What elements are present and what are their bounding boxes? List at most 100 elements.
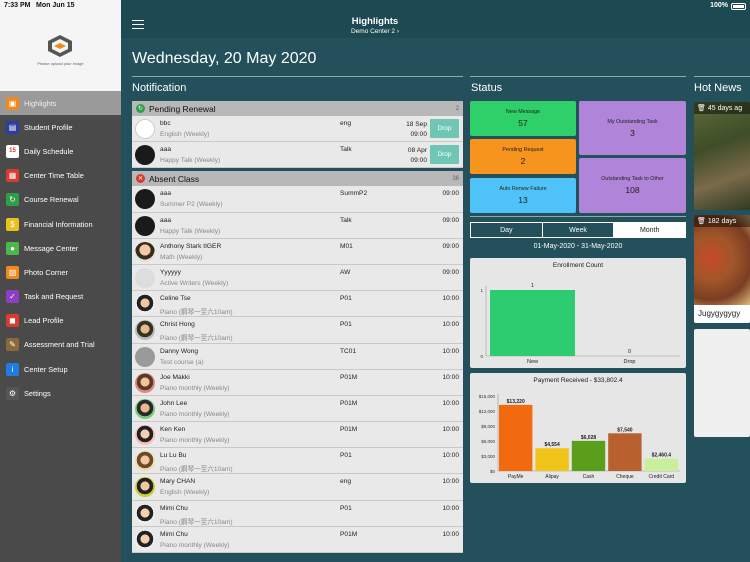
logo-area[interactable]: Please upload your image (0, 0, 121, 91)
table-row[interactable]: Yyyyyy Active Writers (Weekly) AW 09:00 (132, 264, 463, 292)
sidebar-item-label: Center Time Table (24, 171, 84, 181)
avatar (135, 189, 155, 210)
top-header: Highlights Demo Center 2 › (121, 0, 750, 38)
class-code: P01 (340, 452, 352, 460)
avatar (135, 477, 155, 498)
new-message-tile[interactable]: New Message 57 (470, 101, 576, 136)
hot-news-item-1[interactable]: 🗑 45 days ag (694, 102, 750, 210)
enrollment-chart: 0 1 1 New 0 Drop (480, 283, 680, 365)
sidebar-item-highlights[interactable]: ▣ Highlights (0, 91, 121, 116)
avatar (135, 398, 155, 419)
tab-week[interactable]: Week (543, 223, 615, 237)
sidebar-item-student-profile[interactable]: ▤ Student Profile (0, 115, 121, 139)
course-name: Piano monthly (Weekly) (160, 410, 230, 418)
drop-button[interactable]: Drop (430, 145, 459, 165)
time-text: 09:00 (410, 131, 427, 138)
outstanding-task-other-tile[interactable]: Outstanding Task to Other 108 (579, 158, 686, 213)
pending-renewal-header[interactable]: ↻ Pending Renewal 2 (132, 101, 463, 116)
status-bar: 7:33 PM Mon Jun 15 100% (0, 0, 750, 12)
table-row[interactable]: Lu Lu Bu Piano (鋼琴一至六10am) P01 10:00 (132, 448, 463, 475)
drop-button[interactable]: Drop (430, 119, 459, 138)
center-selector[interactable]: Demo Center 2 › (350, 28, 400, 35)
news-caption: Jugygygygy (694, 305, 750, 323)
avatar (135, 320, 155, 341)
sidebar-item-center-time-table[interactable]: ▦ Center Time Table (0, 164, 121, 188)
course-name: Active Writers (Weekly) (160, 279, 229, 287)
table-row[interactable]: aaa Happy Talk (Weekly) Talk 09:00 (132, 212, 463, 239)
menu-icon[interactable] (132, 20, 144, 29)
sidebar-item-course-renewal[interactable]: ↻ Course Renewal (0, 188, 121, 212)
hot-news-item-3[interactable] (694, 329, 750, 437)
sidebar-item-label: Message Center (24, 243, 79, 253)
class-time: 09:00 (442, 190, 459, 198)
student-name: Mimi Chu (160, 504, 188, 512)
news-age-1: 🗑 45 days ag (694, 102, 750, 114)
hot-news-item-2[interactable]: 🗑 182 days Jugygygygy (694, 215, 750, 323)
class-time: 10:00 (442, 504, 459, 512)
battery-percent: 100% (710, 2, 728, 9)
tab-day[interactable]: Day (471, 223, 543, 237)
class-time: 10:00 (442, 452, 459, 460)
avatar (135, 372, 155, 393)
trash-icon: 🗑 (697, 105, 706, 112)
gear-icon: ⚙ (6, 386, 19, 400)
class-code: eng (340, 478, 352, 486)
period-selector: Day Week Month (470, 222, 686, 238)
table-row[interactable]: Mimi Chu Piano (鋼琴一至六10am) P01 10:00 (132, 500, 463, 527)
sidebar-item-lead-profile[interactable]: ◼ Lead Profile (0, 309, 121, 333)
lead-icon: ◼ (6, 314, 19, 328)
table-row[interactable]: aaa Summer P2 (Weekly) SummP2 09:00 (132, 186, 463, 213)
class-code: P01 (340, 321, 352, 329)
y-tick-label: $9,000 (481, 424, 495, 429)
sidebar-item-daily-schedule[interactable]: 15 Daily Schedule (0, 139, 121, 163)
absent-class-header[interactable]: ✕ Absent Class 36 (132, 171, 463, 187)
avatar (135, 241, 155, 262)
table-row[interactable]: bbc English (Weekly) eng 18 Sep 09:00 Drop (132, 116, 463, 143)
course-name: Math (Weekly) (160, 253, 203, 261)
clock: 7:33 PM (4, 2, 31, 9)
course-name: Piano (鋼琴一至六10am) (160, 466, 233, 474)
table-row[interactable]: Ken Ken Piano monthly (Weekly) P01M 10:00 (132, 422, 463, 449)
class-time: 09:00 (442, 216, 459, 224)
tile-value: 57 (518, 118, 528, 128)
table-row[interactable]: John Lee Piano monthly (Weekly) P01M 10:00 (132, 395, 463, 423)
payment-chart-title: Payment Received - $33,802.4 (533, 377, 623, 384)
tile-value: 3 (630, 127, 635, 138)
class-time: 10:00 (442, 426, 459, 434)
course-name: Summer P2 (Weekly) (160, 201, 223, 209)
trash-icon: 🗑 (697, 218, 706, 225)
auto-renew-failure-tile[interactable]: Auto Renew Failure 13 (470, 178, 576, 213)
sidebar-item-message-center[interactable]: ● Message Center (0, 236, 121, 260)
table-row[interactable]: Mimi Chu Piano monthly (Weekly) P01M 10:00 (132, 526, 463, 553)
sidebar-item-label: Lead Profile (24, 316, 64, 326)
table-row[interactable]: Celine Tse Piano (鋼琴一至六10am) P01 10:00 (132, 291, 463, 318)
sidebar-item-settings[interactable]: ⚙ Settings (0, 381, 121, 405)
sidebar-item-center-setup[interactable]: i Center Setup (0, 357, 121, 381)
table-row[interactable]: aaa Happy Talk (Weekly) Talk 08 Apr 09:00 Dro… (132, 142, 463, 169)
tab-month[interactable]: Month (614, 223, 686, 237)
class-code: P01M (340, 426, 358, 434)
sidebar-item-assessment-and-trial[interactable]: ✎ Assessment and Trial (0, 333, 121, 357)
y-tick-label: $3,000 (481, 454, 495, 459)
pending-renewal-count: 2 (455, 105, 459, 112)
time-text: 09:00 (410, 157, 427, 165)
table-row[interactable]: Christ Hong Piano (鋼琴一至六10am) P01 10:00 (132, 317, 463, 344)
sidebar-item-task-and-request[interactable]: ✓ Task and Request (0, 285, 121, 309)
tile-label: Pending Request (502, 147, 544, 153)
pencil-icon: ✎ (6, 338, 19, 352)
table-row[interactable]: Joe Makki Piano monthly (Weekly) P01M 10:00 (132, 369, 463, 396)
avatar (135, 529, 155, 550)
tile-label: Auto Renew Failure (499, 186, 547, 192)
table-row[interactable]: Mary CHAN English (Weekly) eng 10:00 (132, 474, 463, 501)
my-outstanding-task-tile[interactable]: My Outstanding Task 3 (579, 101, 686, 155)
avatar (135, 267, 155, 288)
absent-class-count: 36 (452, 175, 459, 182)
pending-request-tile[interactable]: Pending Request 2 (470, 139, 576, 174)
tile-label: New Message (505, 109, 541, 115)
table-row[interactable]: Danny Wong Test course (a) TC01 10:00 (132, 343, 463, 370)
sidebar-item-financial-information[interactable]: $ Financial Information (0, 212, 121, 236)
table-row[interactable]: Anthony Stark tIGER Math (Weekly) M01 09:00 (132, 238, 463, 265)
sidebar-item-photo-corner[interactable]: ▧ Photo Corner (0, 260, 121, 284)
course-name: English (Weekly) (160, 489, 210, 497)
chat-icon: ● (6, 241, 19, 255)
